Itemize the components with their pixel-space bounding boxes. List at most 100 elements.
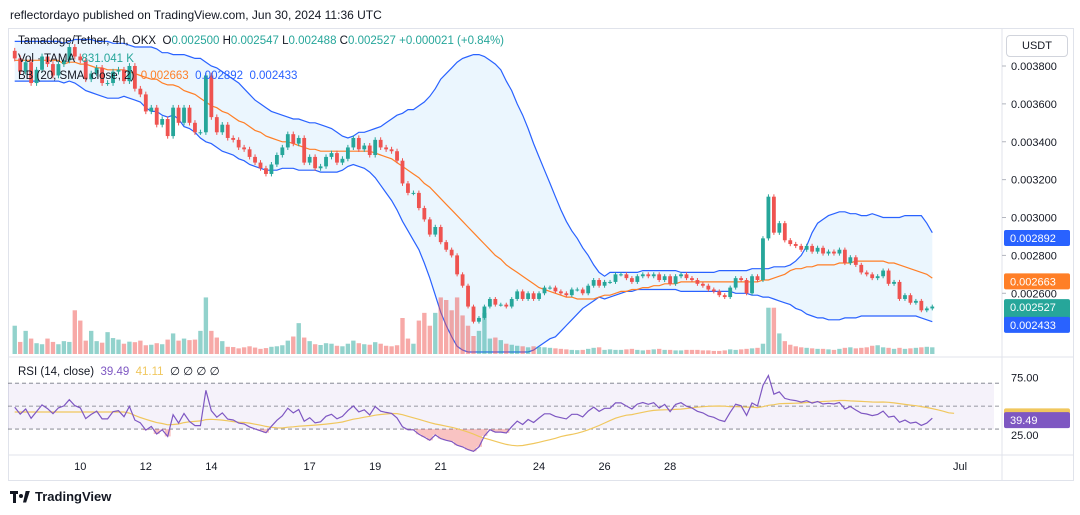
volume-bar xyxy=(886,347,891,354)
volume-bar xyxy=(274,346,280,354)
candle-body xyxy=(739,278,744,281)
volume-bar xyxy=(18,341,23,354)
volume-bar xyxy=(613,349,618,354)
x-tick-label: 24 xyxy=(533,461,545,473)
candle-body xyxy=(586,285,591,294)
candle-body xyxy=(733,278,738,288)
candle-body xyxy=(318,166,323,169)
volume-bar xyxy=(433,312,438,354)
candle-body xyxy=(553,287,558,292)
volume-bar xyxy=(498,340,503,354)
volume-bar xyxy=(826,349,831,354)
candle-body xyxy=(788,240,793,245)
volume-bar xyxy=(198,330,203,354)
volume-bar xyxy=(105,332,110,354)
candle-body xyxy=(100,67,105,84)
volume-bar xyxy=(695,349,700,354)
candle-body xyxy=(750,276,754,294)
candle-body xyxy=(842,249,847,263)
candle-body xyxy=(804,245,809,250)
candle-body xyxy=(400,160,405,184)
candle-body xyxy=(51,64,55,76)
volume-bar xyxy=(586,348,591,354)
volume-bar xyxy=(143,345,148,354)
candle-body xyxy=(29,62,34,84)
volume-bar xyxy=(132,342,138,354)
candle-body xyxy=(864,272,869,275)
volume-bar xyxy=(804,347,809,354)
volume-bar xyxy=(749,348,755,354)
volume-bar xyxy=(902,348,908,354)
volume-bar xyxy=(389,346,394,354)
volume-bar xyxy=(72,310,77,354)
volume-bar xyxy=(356,343,361,354)
volume-bar xyxy=(192,339,198,354)
volume-bar xyxy=(580,349,585,354)
candle-body xyxy=(395,151,399,161)
x-tick-label: 26 xyxy=(598,461,610,473)
candle-body xyxy=(913,300,918,303)
volume-bar xyxy=(78,320,83,354)
volume-bar xyxy=(83,340,88,354)
candle-body xyxy=(264,168,268,174)
candle-body xyxy=(837,249,842,254)
legend-c-label: C xyxy=(339,35,348,47)
volume-bar xyxy=(875,345,880,354)
legend-vol-label[interactable]: Vol · TAMA xyxy=(18,53,76,65)
volume-bar xyxy=(831,349,837,354)
candle-body xyxy=(509,298,514,307)
candles xyxy=(12,44,935,324)
volume-bar xyxy=(302,337,307,354)
volume-bar xyxy=(176,340,181,354)
volume-bar xyxy=(394,345,400,354)
candle-body xyxy=(755,276,760,281)
volume-bar xyxy=(657,348,662,354)
footer-brand: TradingView xyxy=(10,489,111,504)
volume-bar xyxy=(476,330,482,354)
candle-body xyxy=(564,293,569,296)
footer-brand-label: TradingView xyxy=(35,489,112,504)
volume-bar xyxy=(640,350,645,354)
volume-bar xyxy=(405,338,411,354)
volume-bar xyxy=(771,307,777,354)
candle-body xyxy=(504,304,509,307)
x-tick-label: 10 xyxy=(74,461,86,473)
candle-body xyxy=(127,65,132,82)
candle-body xyxy=(296,137,301,144)
candle-body xyxy=(225,124,230,138)
volume-bar xyxy=(373,342,378,354)
candle-body xyxy=(924,308,929,311)
candle-body xyxy=(209,75,214,118)
candle-body xyxy=(881,270,886,277)
candle-body xyxy=(422,208,427,220)
legend-symbol[interactable]: Tamadoge/Tether, 4h, OKX xyxy=(18,35,157,47)
legend-bb-label[interactable]: BB (20, SMA, close, 2) xyxy=(18,70,135,82)
legend-vol-value: 831.041 K xyxy=(81,53,134,65)
rsi-value-label-bg xyxy=(1004,412,1070,429)
volume-bar xyxy=(678,350,684,354)
candle-body xyxy=(695,280,700,284)
legend-rsi-label[interactable]: RSI (14, close) xyxy=(18,366,95,378)
volume-bar xyxy=(635,349,640,354)
x-tick-label: 19 xyxy=(369,461,381,473)
candle-body xyxy=(777,223,782,233)
candle-body xyxy=(176,107,181,123)
volume-bar xyxy=(525,347,531,354)
candle-body xyxy=(160,119,165,125)
candle-body xyxy=(274,155,279,165)
volume-bar xyxy=(422,312,427,354)
candle-body xyxy=(635,276,640,282)
legend-rsi-extra: ∅ ∅ ∅ ∅ xyxy=(169,366,220,378)
legend-h-label: H xyxy=(222,35,231,47)
candle-body xyxy=(356,137,361,150)
candle-body xyxy=(449,249,454,256)
volume-bar xyxy=(258,348,263,354)
candle-body xyxy=(138,88,143,95)
volume-bar xyxy=(618,349,624,354)
candle-body xyxy=(892,281,896,284)
currency-button[interactable]: USDT xyxy=(1006,35,1068,57)
volume-bar xyxy=(520,346,525,354)
candle-body xyxy=(580,289,585,294)
candle-body xyxy=(466,285,470,307)
